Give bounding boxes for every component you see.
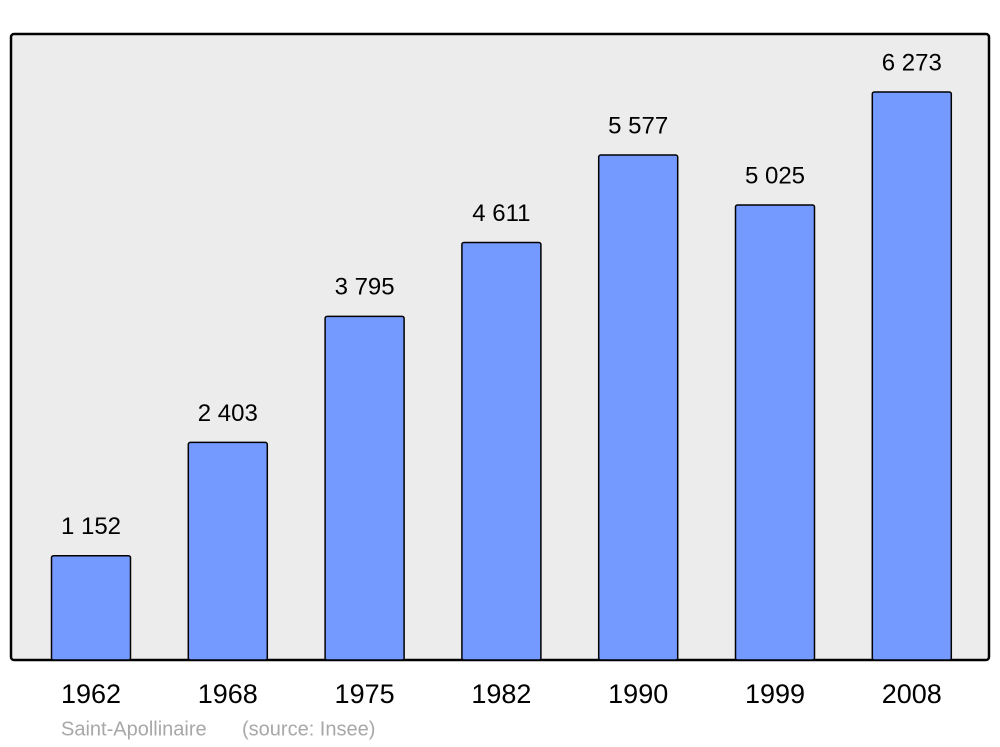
value-label: 2 403: [198, 400, 258, 427]
bar: [871, 91, 953, 661]
value-label: 4 611: [472, 200, 530, 227]
bar: [187, 441, 269, 661]
x-tick-label: 1968: [198, 679, 258, 709]
x-tick-label: 1975: [335, 679, 395, 709]
bar: [597, 154, 679, 661]
x-tick-label: 1999: [745, 679, 805, 709]
value-label: 1 152: [61, 513, 121, 540]
bar: [461, 241, 542, 661]
bar: [324, 315, 405, 661]
value-label: 6 273: [882, 49, 942, 76]
x-tick-label: 1990: [608, 679, 668, 709]
value-label: 5 577: [608, 112, 668, 139]
bar: [50, 554, 132, 661]
x-tick-label: 1962: [61, 679, 121, 709]
x-tick-label: 2008: [882, 679, 942, 709]
source: (source: Insee): [242, 718, 375, 740]
bar: [734, 204, 816, 661]
value-label: 3 795: [335, 274, 395, 301]
value-label: 5 025: [745, 162, 805, 189]
x-tick-label: 1982: [471, 679, 531, 709]
caption: Saint-Apollinaire: [61, 718, 207, 740]
